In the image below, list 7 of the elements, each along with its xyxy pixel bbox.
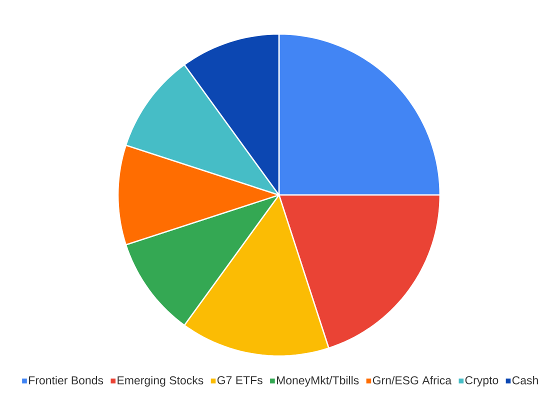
- legend-label: Grn/ESG Africa: [372, 376, 452, 384]
- legend-label: Cash: [512, 376, 538, 384]
- legend-label: Emerging Stocks: [118, 376, 204, 387]
- legend-label: Crypto: [465, 376, 498, 387]
- legend-label: G7 ETFs: [217, 376, 262, 384]
- legend-label: Frontier Bonds: [29, 376, 104, 384]
- legend-label: MoneyMkt/Tbills: [276, 376, 359, 387]
